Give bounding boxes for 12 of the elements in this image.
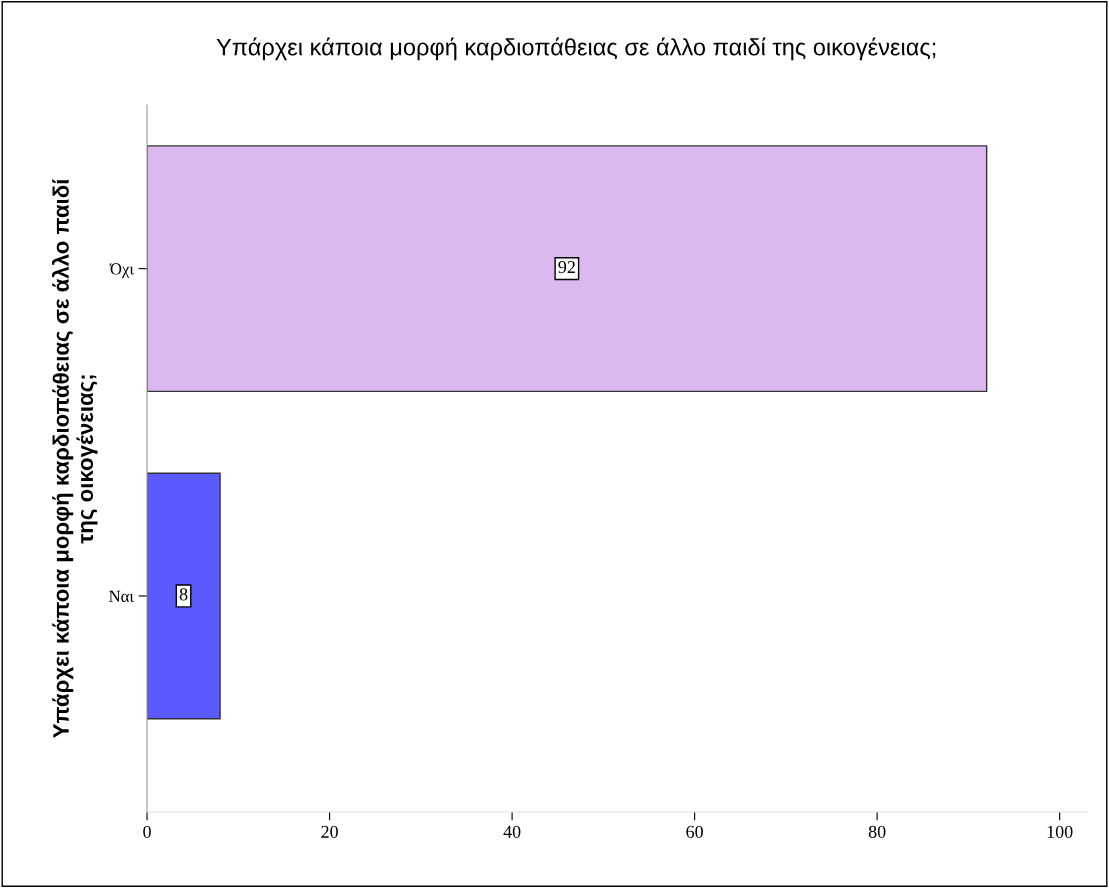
data-label: 92: [558, 261, 575, 274]
x-tick-label: 0: [143, 825, 151, 838]
x-tick-label: 40: [503, 825, 521, 838]
x-tick-label: 80: [868, 825, 886, 838]
y-axis-title: Υπάρχει κάποια μορφή καρδιοπάθειας σε άλλο παιδί της οικογένειας;: [51, 179, 98, 738]
x-tick-label: 100: [1047, 825, 1073, 838]
x-tick-label: 20: [321, 825, 338, 838]
y-tick-label: Ναι: [109, 590, 134, 602]
chart-title: Υπάρχει κάποια μορφή καρδιοπάθειας σε άλλο παιδί της οικογένειας;: [216, 37, 936, 61]
y-tick-label: Όχι: [109, 263, 134, 278]
x-tick-label: 60: [686, 825, 703, 838]
data-label: 8: [179, 588, 188, 601]
